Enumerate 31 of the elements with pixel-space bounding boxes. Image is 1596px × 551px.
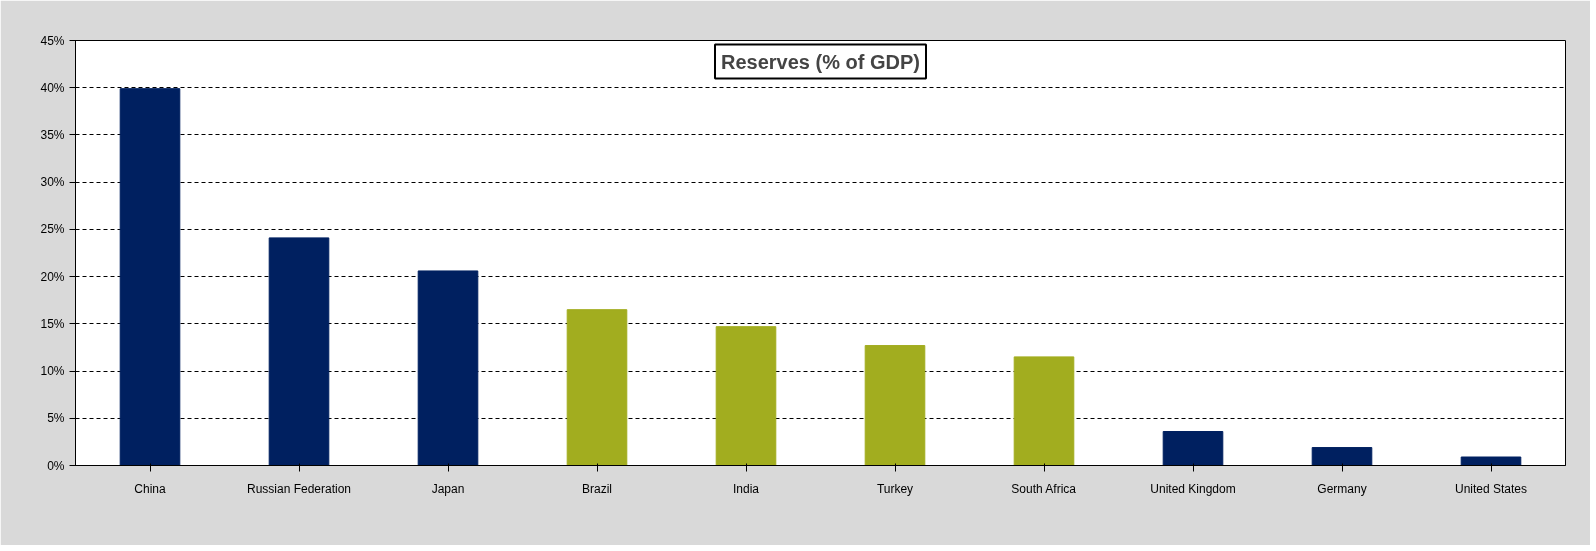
bar bbox=[119, 88, 181, 466]
y-tick-label: 20% bbox=[40, 269, 65, 284]
x-tick-label: Germany bbox=[1317, 481, 1367, 496]
y-tick-label: 25% bbox=[40, 222, 65, 237]
y-tick-label: 45% bbox=[40, 33, 65, 48]
bar bbox=[268, 237, 330, 466]
bar bbox=[1162, 431, 1224, 466]
y-tick-label: 40% bbox=[40, 80, 65, 95]
y-tick-label: 30% bbox=[40, 175, 65, 190]
text: Reserves (% of GDP) bbox=[721, 50, 920, 73]
bar bbox=[1013, 356, 1075, 466]
bar bbox=[566, 309, 628, 466]
x-tick-label: Russian Federation bbox=[246, 481, 352, 496]
bar bbox=[1460, 456, 1522, 466]
y-tick-label: 15% bbox=[40, 316, 65, 331]
y-tick-label: 5% bbox=[47, 411, 65, 426]
y-tick-label: 35% bbox=[40, 127, 65, 142]
x-tick-label: South Africa bbox=[1011, 481, 1077, 496]
y-tick-label: 0% bbox=[47, 458, 65, 473]
x-tick-label: India bbox=[732, 481, 760, 496]
bar bbox=[417, 270, 479, 466]
x-tick-label: China bbox=[134, 481, 166, 496]
x-tick-label: Japan bbox=[431, 481, 465, 496]
bar bbox=[715, 326, 777, 466]
bar bbox=[1311, 447, 1373, 466]
y-tick-label: 10% bbox=[40, 364, 65, 379]
x-tick-label: United States bbox=[1454, 481, 1528, 496]
x-tick-label: United Kingdom bbox=[1150, 481, 1236, 496]
x-tick-label: Turkey bbox=[876, 481, 914, 496]
x-tick-label: Brazil bbox=[582, 481, 613, 496]
bar bbox=[864, 345, 926, 466]
